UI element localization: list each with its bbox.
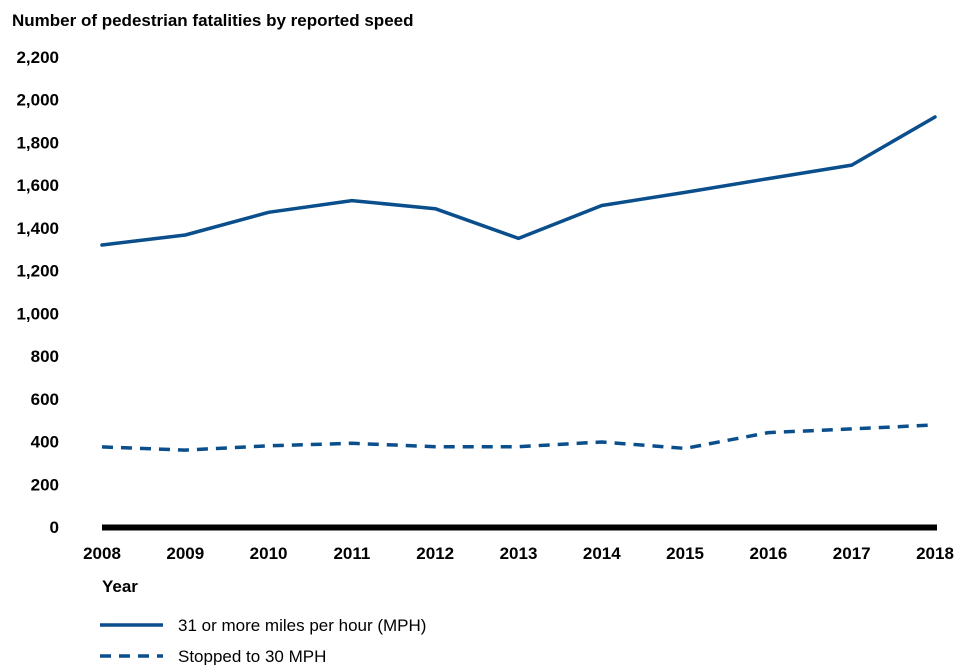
legend: 31 or more miles per hour (MPH) Stopped t… bbox=[100, 616, 426, 665]
x-tick-label: 2013 bbox=[500, 544, 538, 563]
y-tick-label: 200 bbox=[31, 475, 59, 494]
y-tick-label: 0 bbox=[50, 518, 59, 537]
x-tick-label: 2011 bbox=[333, 544, 370, 563]
y-tick-label: 1,400 bbox=[16, 219, 59, 238]
x-tick-label: 2009 bbox=[166, 544, 204, 563]
y-tick-label: 1,600 bbox=[16, 176, 59, 195]
x-axis: 2008 2009 2010 2011 2012 2013 2014 2015 2016 2017… bbox=[83, 544, 954, 563]
y-tick-label: 2,000 bbox=[16, 91, 59, 110]
series-line-stopped-to-30-mph bbox=[101, 423, 936, 452]
legend-label: Stopped to 30 MPH bbox=[178, 647, 326, 665]
x-axis-title: Year bbox=[102, 577, 138, 596]
series-line-31-or-more-mph bbox=[100, 115, 937, 247]
y-axis: 0 200 400 600 800 1,000 1,200 1,400 1,600 1,800 2,… bbox=[16, 48, 59, 537]
y-tick-label: 400 bbox=[31, 433, 59, 452]
y-tick-label: 1,000 bbox=[16, 304, 59, 323]
x-tick-label: 2008 bbox=[83, 544, 121, 563]
x-tick-label: 2016 bbox=[749, 544, 787, 563]
series-lines bbox=[100, 115, 937, 452]
x-tick-label: 2017 bbox=[833, 544, 871, 563]
x-tick-label: 2012 bbox=[416, 544, 454, 563]
legend-label: 31 or more miles per hour (MPH) bbox=[178, 616, 426, 635]
y-tick-label: 1,200 bbox=[16, 262, 59, 281]
x-tick-label: 2014 bbox=[583, 544, 621, 563]
y-tick-label: 800 bbox=[31, 347, 59, 366]
x-tick-label: 2015 bbox=[666, 544, 704, 563]
chart-title: Number of pedestrian fatalities by repor… bbox=[12, 11, 413, 30]
x-tick-label: 2018 bbox=[916, 544, 954, 563]
y-tick-label: 600 bbox=[31, 390, 59, 409]
y-tick-label: 2,200 bbox=[16, 48, 59, 67]
x-tick-label: 2010 bbox=[250, 544, 288, 563]
y-tick-label: 1,800 bbox=[16, 133, 59, 152]
